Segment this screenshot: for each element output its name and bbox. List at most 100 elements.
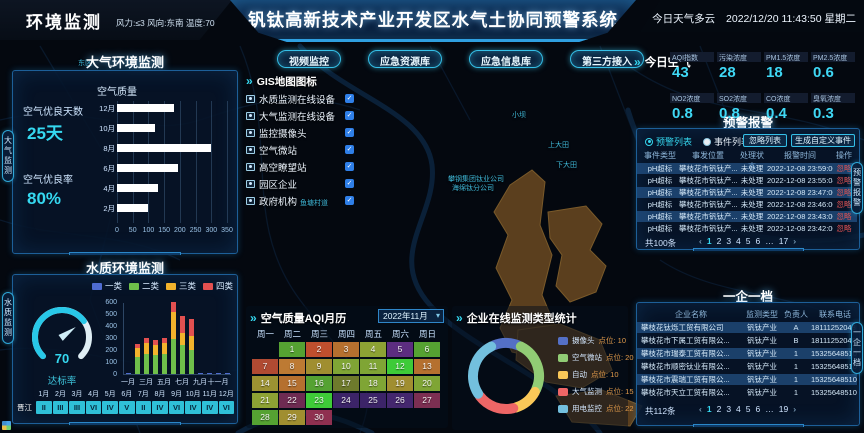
side-tab-warning[interactable]: 预警报警	[851, 162, 863, 214]
layer-checkbox[interactable]: ✓	[345, 94, 354, 103]
good-rate-value: 80%	[27, 189, 62, 208]
side-tab-enterprise[interactable]: 一企一档	[851, 322, 863, 374]
enterprise-prev[interactable]: ‹	[699, 404, 702, 414]
toolbar-button-1[interactable]: 应急资源库	[368, 50, 442, 68]
cell-action[interactable]: 忽略	[836, 200, 852, 209]
warning-page[interactable]: 1	[706, 236, 712, 246]
cell-action[interactable]: 忽略	[836, 212, 852, 221]
calendar-day[interactable]: 30	[306, 410, 332, 425]
cell-action[interactable]: 忽略	[836, 188, 852, 197]
warning-next[interactable]: ›	[793, 236, 797, 246]
layer-checkbox[interactable]: ✓	[345, 196, 354, 205]
table-row[interactable]: 攀枝花市天立工贸有限公... 钒钛产业 1 15325648510	[637, 387, 857, 398]
toolbar-button-3[interactable]: 第三方接入	[570, 50, 644, 68]
table-row[interactable]: pH超标 攀枝花市钒钛产... 未处理 2022-12-08 23:46:00 忽略	[637, 199, 857, 210]
tab-event-list[interactable]: 事件列表	[703, 135, 750, 148]
layer-checkbox[interactable]: ✓	[345, 111, 354, 120]
cell-action[interactable]: 忽略	[836, 164, 852, 173]
calendar-day[interactable]: 3	[333, 342, 359, 357]
layer-checkbox[interactable]: ✓	[345, 162, 354, 171]
enterprise-page[interactable]: 19	[778, 404, 789, 414]
calendar-day[interactable]: 2	[306, 342, 332, 357]
calendar-day[interactable]: 9	[306, 359, 332, 374]
enterprise-next[interactable]: ›	[793, 404, 797, 414]
calendar-day[interactable]: 20	[414, 376, 440, 391]
calendar-day[interactable]: 4	[360, 342, 386, 357]
calendar-day[interactable]: 6	[414, 342, 440, 357]
calendar-day[interactable]: 15	[279, 376, 305, 391]
calendar-day[interactable]: 8	[279, 359, 305, 374]
calendar-day[interactable]: 24	[333, 393, 359, 408]
layer-item[interactable]: 大气监测在线设备 ✓	[246, 107, 354, 124]
layer-checkbox[interactable]: ✓	[345, 179, 354, 188]
calendar-day[interactable]: 17	[333, 376, 359, 391]
calendar-day[interactable]: 27	[414, 393, 440, 408]
warning-page[interactable]: 5	[745, 236, 751, 246]
table-row[interactable]: 攀枝花市下属工贸有限公... 钒钛产业 B 18111252048	[637, 335, 857, 346]
enterprise-page[interactable]: 3	[726, 404, 732, 414]
calendar-day[interactable]: 13	[414, 359, 440, 374]
ignore-list-button[interactable]: 忽略列表	[743, 134, 787, 147]
warning-page[interactable]: 4	[736, 236, 741, 246]
side-tab-water[interactable]: 水质监测	[2, 292, 14, 344]
calendar-day[interactable]: 11	[360, 359, 386, 374]
table-row[interactable]: 攀枝花市震瑞工贸有限公... 钒钛产业 1 15325648510	[637, 374, 857, 385]
create-custom-event-button[interactable]: 生成自定义事件	[791, 134, 855, 147]
column-header: 报警时间	[784, 151, 816, 160]
calendar-day[interactable]: 26	[387, 393, 413, 408]
warning-prev[interactable]: ‹	[699, 236, 702, 246]
table-row[interactable]: 攀枝花市顺密钛业有限公... 钒钛产业 1 15325648510	[637, 361, 857, 372]
table-row[interactable]: 攀枝花钛烁工贸有限公司 钒钛产业 A 18111252048	[637, 322, 857, 333]
table-row[interactable]: pH超标 攀枝花市钒钛产... 未处理 2022-12-08 23:43:00 忽略	[637, 211, 857, 222]
table-row[interactable]: pH超标 攀枝花市钒钛产... 未处理 2022-12-08 23:55:04 忽略	[637, 175, 857, 186]
gridline	[179, 101, 181, 223]
calendar-day[interactable]: 28	[252, 410, 278, 425]
calendar-day[interactable]: 5	[387, 342, 413, 357]
table-row[interactable]: 攀枝花市瑞泰工贸有限公... 钒钛产业 1 15325648510	[637, 348, 857, 359]
cell-action[interactable]: 忽略	[836, 176, 852, 185]
table-row[interactable]: pH超标 攀枝花市钒钛产... 未处理 2022-12-08 23:42:00 忽略	[637, 223, 857, 234]
cell-name: 攀枝花市下属工贸有限公...	[641, 336, 730, 345]
calendar-day[interactable]: 10	[333, 359, 359, 374]
calendar-day[interactable]: 18	[360, 376, 386, 391]
calendar-day[interactable]: 21	[252, 393, 278, 408]
enterprise-page[interactable]: 1	[706, 404, 712, 414]
calendar-day[interactable]: 22	[279, 393, 305, 408]
calendar-day[interactable]: 16	[306, 376, 332, 391]
toolbar-button-2[interactable]: 应急信息库	[469, 50, 543, 68]
warning-page[interactable]: 17	[778, 236, 789, 246]
cell-time: 2022-12-08 23:59:00	[767, 164, 833, 173]
calendar-day[interactable]: 12	[387, 359, 413, 374]
calendar-day[interactable]: 29	[279, 410, 305, 425]
table-row[interactable]: pH超标 攀枝花市钒钛产... 未处理 2022-12-08 23:59:00 忽略	[637, 163, 857, 174]
cell-status: 未处理	[740, 212, 764, 221]
warning-page[interactable]: 6	[755, 236, 761, 246]
layer-checkbox[interactable]: ✓	[345, 145, 354, 154]
cell-action[interactable]: 忽略	[836, 224, 852, 233]
layer-item[interactable]: 水质监测在线设备 ✓	[246, 90, 354, 107]
warning-page[interactable]: 2	[716, 236, 722, 246]
layer-checkbox[interactable]: ✓	[345, 128, 354, 137]
calendar-day[interactable]: 14	[252, 376, 278, 391]
table-row[interactable]: pH超标 攀枝花市钒钛产... 未处理 2022-12-08 23:47:00 忽略	[637, 187, 857, 198]
enterprise-page[interactable]: 5	[745, 404, 751, 414]
layer-item[interactable]: 空气微站 ✓	[246, 141, 354, 158]
calendar-day[interactable]: 23	[306, 393, 332, 408]
month-select[interactable]: 2022年11月 ▾	[378, 309, 444, 323]
layer-item[interactable]: 园区企业 ✓	[246, 175, 354, 192]
taskbar-icon[interactable]	[2, 421, 11, 430]
calendar-day[interactable]: 7	[252, 359, 278, 374]
enterprise-page[interactable]: 6	[755, 404, 761, 414]
calendar-day[interactable]: 25	[360, 393, 386, 408]
warning-page[interactable]: 3	[726, 236, 732, 246]
layer-item[interactable]: 政府机构 ✓	[246, 192, 354, 209]
enterprise-page[interactable]: 2	[716, 404, 722, 414]
calendar-day[interactable]: 1	[279, 342, 305, 357]
tab-warning-list[interactable]: 预警列表	[645, 135, 692, 148]
enterprise-page[interactable]: 4	[736, 404, 741, 414]
toolbar-button-0[interactable]: 视频监控	[277, 50, 341, 68]
layer-item[interactable]: 高空瞭望站 ✓	[246, 158, 354, 175]
calendar-day[interactable]: 19	[387, 376, 413, 391]
side-tab-air[interactable]: 大气监测	[2, 130, 14, 182]
layer-item[interactable]: 监控摄像头 ✓	[246, 124, 354, 141]
